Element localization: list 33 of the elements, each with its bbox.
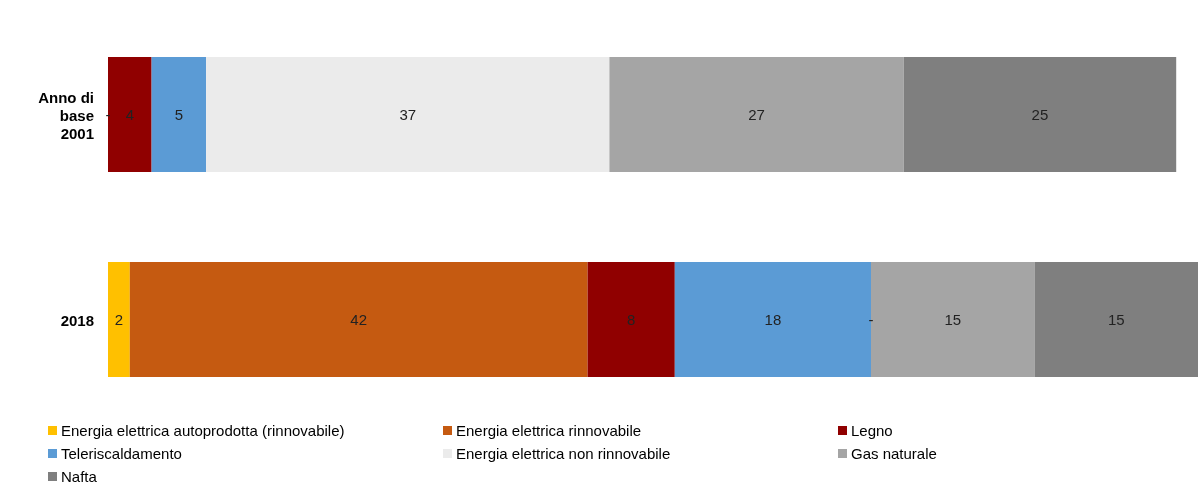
data-label: 25 [1031,106,1049,123]
data-label: 37 [399,106,417,123]
legend-label: Energia elettrica autoprodotta (rinnovabile) [61,422,345,439]
bar [206,57,610,172]
annotation: - [105,105,111,123]
legend-label: Energia elettrica non rinnovabile [456,445,671,462]
bar [1034,262,1198,377]
bar [108,262,130,377]
data-label: 42 [350,311,368,328]
data-label: 18 [764,311,782,328]
data-label: 4 [125,106,134,123]
data-label: 5 [174,106,184,123]
legend-label: Teleriscaldamento [61,445,182,462]
legend-label: Legno [851,422,893,439]
data-label: 15 [944,311,962,328]
bar [674,262,871,377]
y-tick-label: Anno di base 2001 [38,88,94,141]
legend-label: Energia elettrica rinnovabile [456,422,642,439]
bar [108,57,152,172]
data-label: 8 [627,311,636,328]
bar [903,57,1177,172]
data-label: 15 [1107,311,1125,328]
bar [871,262,1035,377]
bar [609,57,904,172]
data-label: 2 [114,311,124,328]
legend-label: Gas naturale [851,445,937,462]
annotation: - [868,310,874,328]
bar [587,262,675,377]
data-label: 27 [748,106,765,123]
legend-label: Nafta [61,468,97,485]
bar [129,262,588,377]
y-tick-label: 2018 [60,311,94,328]
bar [151,57,207,172]
